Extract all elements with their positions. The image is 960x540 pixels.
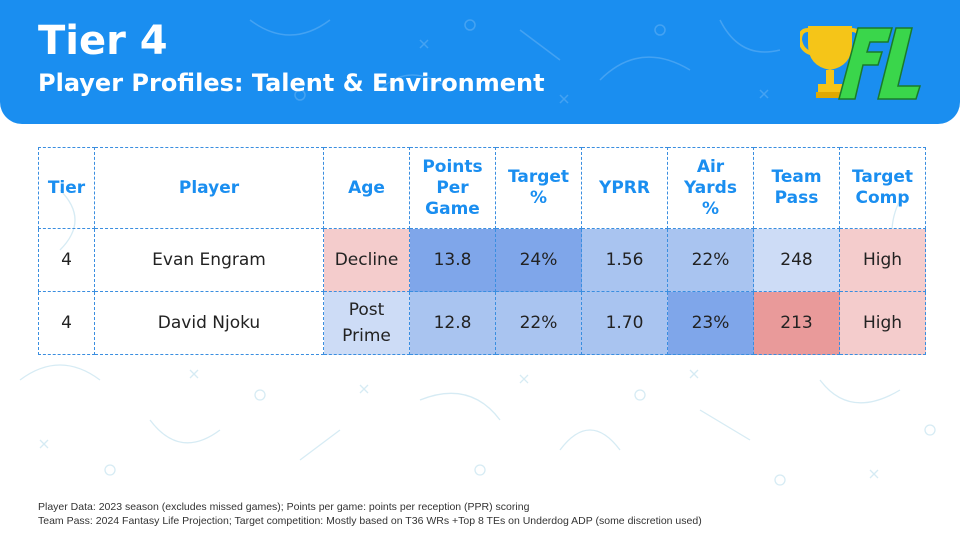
table-header-row: Tier Player Age Points Per Game Target %… bbox=[38, 147, 926, 229]
cell-yprr: 1.56 bbox=[581, 228, 668, 292]
fantasy-life-logo bbox=[800, 26, 922, 100]
page-subtitle: Player Profiles: Talent & Environment bbox=[38, 69, 545, 97]
cell-player: David Njoku bbox=[94, 291, 324, 355]
cell-target-pct: 22% bbox=[495, 291, 582, 355]
col-header-points-per-game: Points Per Game bbox=[409, 147, 496, 229]
col-header-tier: Tier bbox=[38, 147, 95, 229]
header-pattern bbox=[249, 19, 781, 104]
cell-yprr: 1.70 bbox=[581, 291, 668, 355]
cell-target-comp: High bbox=[839, 291, 926, 355]
cell-points-per-game: 13.8 bbox=[409, 228, 496, 292]
col-header-team-pass: Team Pass bbox=[753, 147, 840, 229]
page-title: Tier 4 bbox=[38, 18, 168, 64]
table-row: 4 David Njoku Post Prime 12.8 22% 1.70 2… bbox=[38, 291, 926, 355]
col-header-age: Age bbox=[323, 147, 410, 229]
cell-age: Post Prime bbox=[323, 291, 410, 355]
col-header-target-comp: Target Comp bbox=[839, 147, 926, 229]
cell-air-yards-pct: 23% bbox=[667, 291, 754, 355]
table-row: 4 Evan Engram Decline 13.8 24% 1.56 22% … bbox=[38, 228, 926, 292]
cell-tier: 4 bbox=[38, 291, 95, 355]
col-header-target-pct: Target % bbox=[495, 147, 582, 229]
cell-points-per-game: 12.8 bbox=[409, 291, 496, 355]
cell-target-comp: High bbox=[839, 228, 926, 292]
cell-team-pass: 248 bbox=[753, 228, 840, 292]
col-header-yprr: YPRR bbox=[581, 147, 668, 229]
cell-player: Evan Engram bbox=[94, 228, 324, 292]
cell-team-pass: 213 bbox=[753, 291, 840, 355]
player-profile-table: Tier Player Age Points Per Game Target %… bbox=[38, 147, 926, 355]
cell-tier: 4 bbox=[38, 228, 95, 292]
header-banner: Tier 4 Player Profiles: Talent & Environ… bbox=[0, 0, 960, 124]
footnote-team-pass: Team Pass: 2024 Fantasy Life Projection;… bbox=[38, 515, 702, 527]
col-header-air-yards-pct: Air Yards % bbox=[667, 147, 754, 229]
cell-air-yards-pct: 22% bbox=[667, 228, 754, 292]
fl-logo-letters bbox=[838, 27, 922, 100]
cell-age: Decline bbox=[323, 228, 410, 292]
footnote-player-data: Player Data: 2023 season (excludes misse… bbox=[38, 501, 530, 513]
cell-target-pct: 24% bbox=[495, 228, 582, 292]
col-header-player: Player bbox=[94, 147, 324, 229]
footnotes: Player Data: 2023 season (excludes misse… bbox=[38, 500, 702, 528]
